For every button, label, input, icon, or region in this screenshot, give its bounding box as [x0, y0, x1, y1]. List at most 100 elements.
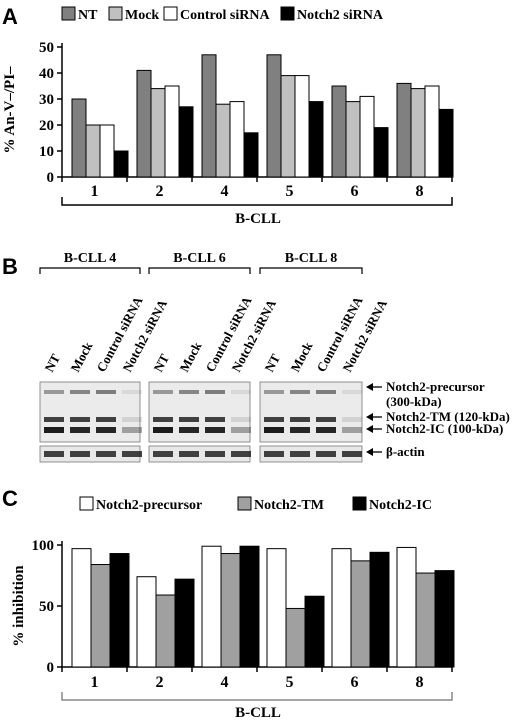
bar-control-sirna-8	[424, 85, 440, 178]
bar-notch2-sirna-4	[243, 132, 259, 178]
panel-a-plot: 0 10 20 30 40 50 1 2 4 5 6 8	[39, 40, 454, 206]
band-precursor	[205, 390, 225, 394]
y-tick-label: 0	[47, 660, 55, 676]
legend-swatch	[61, 6, 76, 21]
blot-lane-label: NT	[150, 351, 172, 374]
x-tick-label: 6	[351, 183, 359, 200]
band-actin	[44, 451, 64, 457]
panel-c-plot: 0 50 100 1 2 4 5 6 8	[32, 538, 455, 701]
blot-lane-label: Mock	[287, 339, 316, 375]
band-ic	[153, 427, 173, 433]
legend-label: Notch2-IC	[369, 498, 432, 513]
band-actin	[96, 451, 116, 457]
bar-mock-4	[215, 103, 231, 178]
bar-notch2-tm-2	[155, 594, 176, 668]
blot-group-bracket	[148, 267, 251, 274]
band-tm	[290, 417, 310, 422]
bar-notch2-precursor-8	[396, 546, 417, 668]
blot-lane-label: Mock	[67, 339, 96, 375]
panel-a: A NT Mock Control siRNA Notch2 siRNA % An-V…	[2, 4, 454, 227]
bar-control-sirna-2	[164, 85, 180, 178]
band-ic	[231, 427, 251, 433]
panel-c: C Notch2-precursor Notch2-TM Notch2-IC % i…	[2, 486, 455, 721]
bar-notch2-precursor-1	[71, 548, 92, 668]
band-tm	[342, 417, 362, 422]
band-actin	[205, 451, 225, 457]
band-precursor	[316, 390, 336, 394]
bar-nt-5	[266, 54, 282, 178]
band-sublabel: (300-kDa)	[386, 394, 442, 409]
band-label: β-actin	[386, 444, 425, 459]
legend-swatch	[237, 496, 252, 511]
band-tm	[179, 417, 199, 422]
bar-mock-5	[280, 75, 296, 178]
bar-notch2-tm-8	[415, 572, 436, 668]
band-actin	[290, 451, 310, 457]
x-tick-label: 8	[416, 183, 424, 200]
blot-lane-label: Mock	[176, 339, 205, 375]
legend-swatch	[79, 496, 94, 511]
band-precursor	[96, 390, 116, 394]
x-bracket	[61, 197, 453, 206]
band-actin	[122, 451, 142, 457]
panel-b-letter: B	[2, 254, 18, 279]
bar-mock-8	[410, 88, 426, 178]
band-precursor	[231, 390, 251, 394]
bar-notch2-precursor-6	[331, 548, 352, 668]
x-bracket	[61, 692, 453, 701]
bar-mock-6	[345, 101, 361, 178]
bar-notch2-sirna-2	[178, 106, 194, 178]
blot-group-label: B-CLL 4	[64, 251, 117, 266]
bar-nt-2	[136, 69, 152, 178]
y-tick-label: 50	[39, 599, 54, 615]
legend-swatch	[280, 6, 295, 21]
band-ic	[122, 427, 142, 433]
bar-notch2-precursor-2	[136, 576, 157, 668]
bar-notch2-ic-5	[304, 595, 325, 668]
band-precursor	[44, 390, 64, 394]
panel-a-xlabel: B-CLL	[235, 211, 281, 227]
band-precursor	[342, 390, 362, 394]
band-actin	[70, 451, 90, 457]
x-tick-label: 6	[351, 674, 359, 691]
bar-notch2-sirna-5	[308, 101, 324, 178]
bar-notch2-ic-1	[109, 553, 130, 668]
band-tm	[264, 417, 284, 422]
bar-notch2-precursor-4	[201, 545, 222, 668]
bar-notch2-tm-1	[90, 564, 111, 668]
bar-notch2-tm-4	[220, 553, 241, 668]
band-ic	[264, 427, 284, 433]
band-tm	[44, 417, 64, 422]
band-arrowhead	[366, 425, 373, 433]
blot-lane-label: NT	[41, 351, 63, 374]
y-tick-label: 50	[39, 40, 54, 56]
y-tick-label: 40	[39, 66, 54, 82]
band-actin	[342, 451, 362, 457]
band-tm	[231, 417, 251, 422]
bar-notch2-precursor-5	[266, 548, 287, 668]
band-ic	[70, 427, 90, 433]
band-tm	[205, 417, 225, 422]
bar-control-sirna-6	[359, 95, 375, 178]
y-tick-label: 20	[39, 118, 54, 134]
band-tm	[122, 417, 142, 422]
blot-group-bracket	[39, 267, 141, 274]
band-label: Notch2-precursor	[386, 379, 485, 394]
x-tick-label: 4	[221, 183, 229, 200]
band-ic	[205, 427, 225, 433]
band-precursor	[122, 390, 142, 394]
band-arrowhead	[366, 383, 373, 391]
bar-control-sirna-5	[294, 75, 310, 178]
panel-c-ylabel: % inhibition	[11, 565, 27, 647]
panel-a-ylabel: % An-V–/PI–	[2, 66, 18, 154]
x-tick-label: 4	[221, 674, 229, 691]
band-ic	[342, 427, 362, 433]
x-tick-label: 2	[156, 183, 164, 200]
panel-a-legend: NT Mock Control siRNA Notch2 siRNA	[61, 6, 384, 23]
blot-group-bracket	[259, 267, 363, 274]
blot-lane-label: NT	[261, 351, 283, 374]
bar-notch2-sirna-1	[113, 150, 129, 178]
